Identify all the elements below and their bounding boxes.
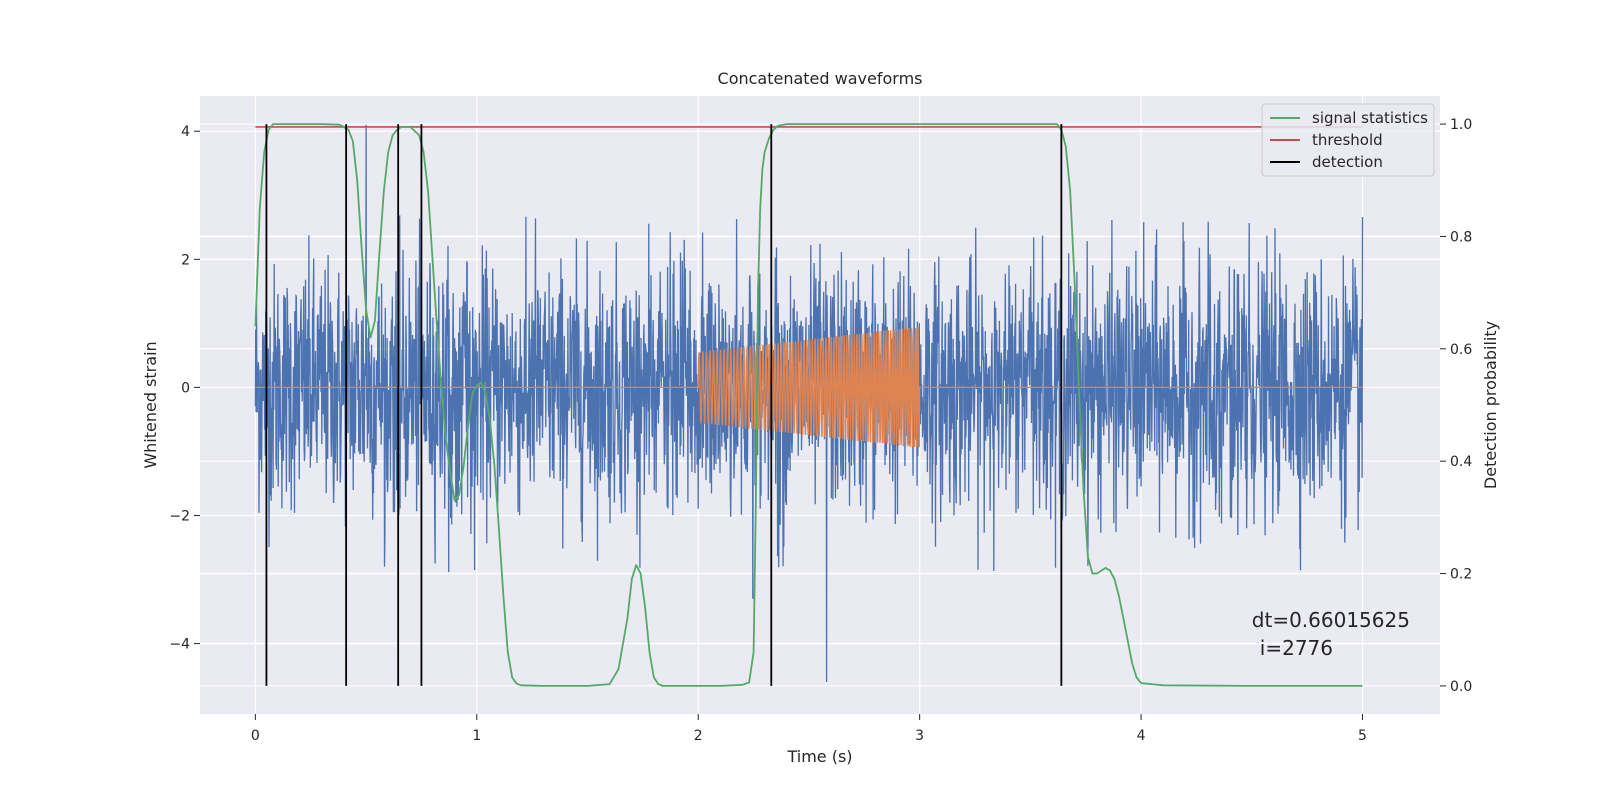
y-axis-label-left: Whitened strain xyxy=(141,341,160,468)
signal-statistics-series xyxy=(254,123,1363,687)
y-tick-label-right: 0.6 xyxy=(1450,342,1472,358)
legend-label-threshold: threshold xyxy=(1312,131,1383,149)
x-tick-label: 0 xyxy=(251,728,260,744)
right-axis: 1.0 0.8 0.6 0.4 0.2 0.0 xyxy=(1440,117,1472,695)
y-tick-label-left: 4 xyxy=(181,124,190,140)
x-tick-label: 3 xyxy=(915,728,924,744)
legend-label-signal-statistics: signal statistics xyxy=(1312,109,1428,127)
y-tick-label-right: 0.4 xyxy=(1450,454,1472,470)
y-tick-label-right: 0.8 xyxy=(1450,229,1472,245)
y-tick-label-left: −4 xyxy=(169,637,190,653)
strain-series xyxy=(254,124,1364,683)
chart-title: Concatenated waveforms xyxy=(718,69,923,88)
y-tick-label-left: 0 xyxy=(181,380,190,396)
y-tick-label-right: 0.2 xyxy=(1450,567,1472,583)
legend-box xyxy=(1261,103,1435,177)
x-tick-label: 4 xyxy=(1137,728,1146,744)
legend-label-detection: detection xyxy=(1312,153,1383,171)
annotation-i: i=2776 xyxy=(1260,636,1333,660)
y-tick-label-right: 0.0 xyxy=(1450,679,1472,695)
x-tick-label: 5 xyxy=(1358,728,1367,744)
y-tick-label-right: 1.0 xyxy=(1450,117,1472,133)
y-tick-label-left: 2 xyxy=(181,252,190,268)
x-tick-label: 1 xyxy=(472,728,481,744)
y-axis-label-right: Detection probability xyxy=(1481,321,1500,489)
x-axis-label: Time (s) xyxy=(786,747,852,766)
waveform-series xyxy=(255,327,1363,448)
x-tick-label: 2 xyxy=(694,728,703,744)
x-axis: 0 1 2 3 4 5 xyxy=(251,714,1367,744)
annotation-dt: dt=0.66015625 xyxy=(1252,608,1410,632)
y-tick-label-left: −2 xyxy=(169,508,190,524)
series-layer xyxy=(254,123,1364,687)
left-axis: 4 2 0 −2 −4 xyxy=(169,124,200,653)
legend: signal statistics threshold detection xyxy=(1261,103,1435,177)
